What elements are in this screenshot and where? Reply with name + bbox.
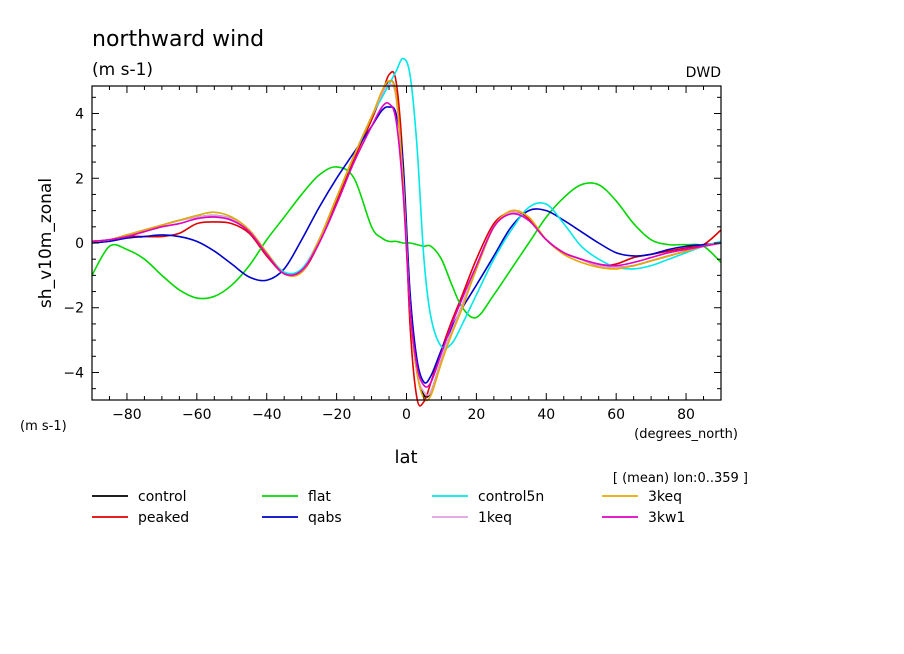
legend-label-peaked: peaked bbox=[138, 510, 189, 526]
legend-label-flat: flat bbox=[308, 489, 331, 505]
chart-subtitle: (m s-1) bbox=[92, 60, 153, 80]
x-tick-label: 80 bbox=[677, 407, 695, 423]
legend-label-control5n: control5n bbox=[478, 489, 544, 505]
y-tick-label: 4 bbox=[75, 107, 84, 123]
y-axis: −4 −2 0 2 4 bbox=[63, 96, 721, 390]
y-tick-label: −2 bbox=[63, 301, 84, 317]
y-tick-label: 2 bbox=[75, 171, 84, 187]
y-axis-label: sh_v10m_zonal bbox=[36, 178, 56, 308]
x-tick-label: 20 bbox=[467, 407, 485, 423]
x-tick-label: −60 bbox=[182, 407, 212, 423]
legend-label-control: control bbox=[138, 489, 187, 505]
y-tick-label: 0 bbox=[75, 236, 84, 252]
series-line-control5n bbox=[91, 57, 722, 350]
x-tick-label: −80 bbox=[112, 407, 142, 423]
x-tick-label: 0 bbox=[402, 407, 411, 423]
series-line-flat bbox=[91, 166, 722, 319]
series-line-qabs bbox=[91, 106, 722, 384]
legend-label-qabs: qabs bbox=[308, 510, 342, 526]
legend-label-3keq: 3keq bbox=[648, 489, 682, 505]
series-layer bbox=[91, 57, 722, 407]
source-label: DWD bbox=[686, 65, 721, 81]
x-axis-label: lat bbox=[394, 447, 417, 468]
x-axis: −80 −60 −40 −20 0 20 40 60 80 bbox=[91, 86, 722, 423]
legend-label-1keq: 1keq bbox=[478, 510, 512, 526]
chart-title: northward wind bbox=[92, 27, 264, 52]
legend-label-3kw1: 3kw1 bbox=[648, 510, 685, 526]
averaging-annotation: [ (mean) lon:0..359 ] bbox=[613, 471, 748, 486]
x-axis-units: (degrees_north) bbox=[634, 427, 738, 442]
series-line-3kw1 bbox=[91, 102, 722, 388]
x-tick-label: 40 bbox=[537, 407, 555, 423]
legend: control peaked flat qabs control5n 1keq 3keq 3k… bbox=[92, 489, 685, 526]
y-tick-label: −4 bbox=[63, 365, 84, 381]
x-tick-label: 60 bbox=[607, 407, 625, 423]
x-tick-label: −20 bbox=[322, 407, 352, 423]
y-axis-units: (m s-1) bbox=[20, 419, 67, 434]
x-tick-label: −40 bbox=[252, 407, 282, 423]
